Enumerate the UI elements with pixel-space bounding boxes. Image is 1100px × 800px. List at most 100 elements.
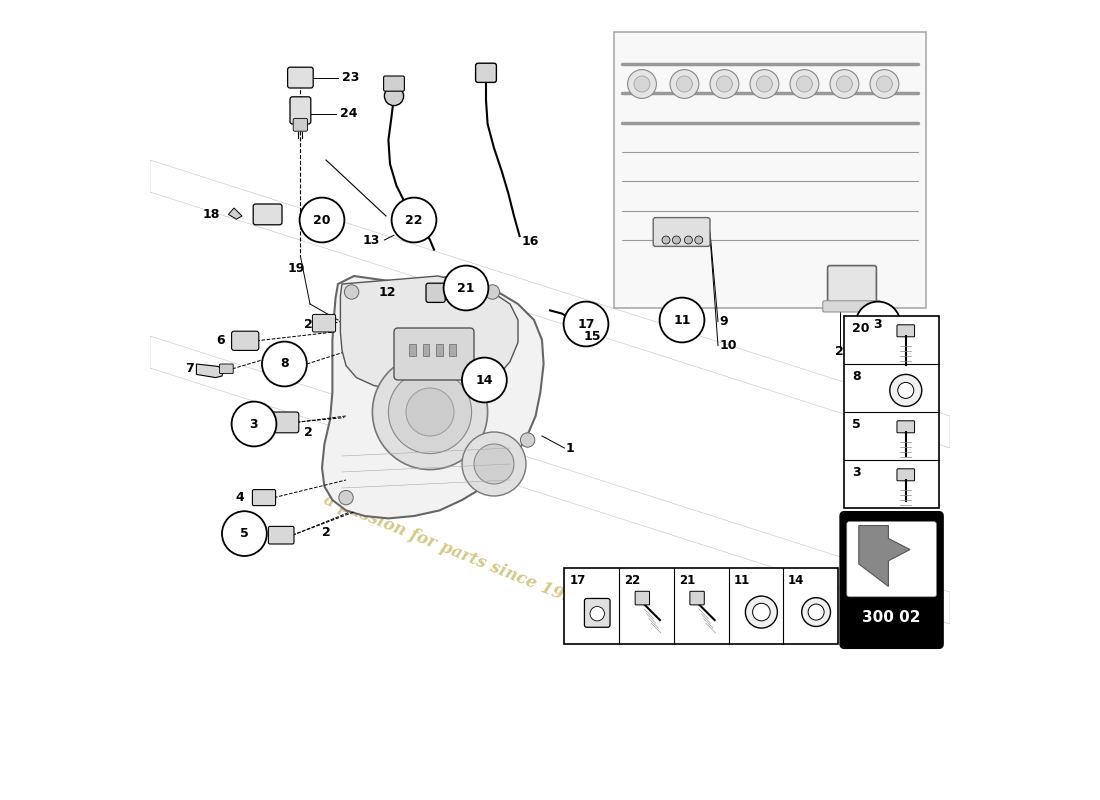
- Circle shape: [456, 278, 475, 298]
- Circle shape: [750, 70, 779, 98]
- Circle shape: [790, 70, 818, 98]
- Text: 1: 1: [566, 442, 574, 454]
- FancyBboxPatch shape: [294, 118, 308, 131]
- Text: 17: 17: [569, 574, 585, 587]
- FancyBboxPatch shape: [252, 490, 276, 506]
- Text: 6: 6: [216, 334, 224, 347]
- Circle shape: [662, 236, 670, 244]
- Text: 2: 2: [305, 318, 314, 330]
- Text: 21: 21: [679, 574, 695, 587]
- Text: 8: 8: [280, 358, 288, 370]
- Circle shape: [373, 354, 487, 470]
- Bar: [449, 344, 455, 356]
- Circle shape: [870, 70, 899, 98]
- Circle shape: [710, 70, 739, 98]
- Circle shape: [898, 382, 914, 398]
- FancyBboxPatch shape: [220, 364, 233, 374]
- FancyBboxPatch shape: [426, 283, 446, 302]
- Bar: [409, 344, 416, 356]
- Text: 3: 3: [873, 318, 882, 330]
- Circle shape: [443, 266, 488, 310]
- Text: 11: 11: [734, 574, 749, 587]
- Circle shape: [877, 76, 892, 92]
- Text: 20: 20: [314, 214, 331, 226]
- Circle shape: [836, 76, 852, 92]
- Text: a passion for parts since 1994: a passion for parts since 1994: [321, 491, 587, 613]
- Polygon shape: [197, 364, 223, 378]
- Circle shape: [660, 298, 704, 342]
- Circle shape: [752, 603, 770, 621]
- Circle shape: [388, 370, 472, 454]
- Text: 15: 15: [584, 330, 601, 342]
- Circle shape: [830, 70, 859, 98]
- FancyBboxPatch shape: [827, 266, 877, 306]
- Circle shape: [392, 198, 437, 242]
- FancyBboxPatch shape: [584, 598, 610, 627]
- Text: 2: 2: [305, 426, 314, 438]
- FancyBboxPatch shape: [847, 522, 936, 597]
- Circle shape: [590, 606, 604, 621]
- Text: 19: 19: [288, 262, 305, 274]
- Circle shape: [670, 70, 698, 98]
- FancyBboxPatch shape: [896, 469, 914, 481]
- Polygon shape: [229, 208, 242, 219]
- FancyBboxPatch shape: [896, 421, 914, 433]
- Circle shape: [716, 76, 733, 92]
- Circle shape: [890, 374, 922, 406]
- FancyBboxPatch shape: [268, 526, 294, 544]
- Circle shape: [485, 285, 499, 299]
- Circle shape: [684, 236, 692, 244]
- Circle shape: [462, 358, 507, 402]
- Text: 21: 21: [458, 282, 475, 294]
- Polygon shape: [859, 526, 910, 586]
- Text: 7: 7: [185, 362, 194, 374]
- FancyBboxPatch shape: [312, 314, 336, 332]
- Circle shape: [406, 388, 454, 436]
- Polygon shape: [150, 160, 950, 448]
- Circle shape: [808, 604, 824, 620]
- Circle shape: [856, 302, 901, 346]
- FancyBboxPatch shape: [653, 218, 710, 246]
- FancyBboxPatch shape: [475, 63, 496, 82]
- FancyBboxPatch shape: [272, 412, 299, 433]
- Circle shape: [344, 285, 359, 299]
- Circle shape: [796, 76, 813, 92]
- Circle shape: [634, 76, 650, 92]
- Circle shape: [384, 86, 404, 106]
- FancyBboxPatch shape: [690, 591, 704, 605]
- Circle shape: [563, 302, 608, 346]
- FancyBboxPatch shape: [896, 325, 914, 337]
- Text: 300 02: 300 02: [862, 610, 921, 625]
- Polygon shape: [322, 276, 543, 518]
- Text: 20: 20: [852, 322, 870, 334]
- Text: 8: 8: [852, 370, 861, 382]
- FancyBboxPatch shape: [614, 32, 926, 308]
- Circle shape: [672, 236, 681, 244]
- Circle shape: [802, 598, 830, 626]
- Circle shape: [676, 76, 692, 92]
- FancyBboxPatch shape: [564, 568, 838, 644]
- Text: 22: 22: [624, 574, 640, 587]
- Text: 9: 9: [719, 315, 728, 328]
- Bar: [437, 344, 443, 356]
- FancyBboxPatch shape: [845, 316, 938, 508]
- Text: 17: 17: [578, 318, 595, 330]
- Text: 16: 16: [522, 235, 539, 248]
- Polygon shape: [340, 276, 518, 392]
- FancyBboxPatch shape: [840, 512, 943, 648]
- Circle shape: [262, 342, 307, 386]
- FancyBboxPatch shape: [384, 76, 405, 91]
- Text: 13: 13: [363, 234, 381, 246]
- FancyBboxPatch shape: [635, 591, 650, 605]
- Text: 2: 2: [835, 346, 844, 358]
- Text: 11: 11: [673, 314, 691, 326]
- Text: 10: 10: [719, 339, 737, 352]
- Text: 5: 5: [240, 527, 249, 540]
- FancyBboxPatch shape: [253, 204, 282, 225]
- Text: 12: 12: [378, 286, 396, 299]
- Text: 18: 18: [204, 208, 220, 221]
- FancyBboxPatch shape: [394, 328, 474, 380]
- Circle shape: [628, 70, 657, 98]
- Text: 4: 4: [235, 491, 244, 504]
- Text: 14: 14: [475, 374, 493, 386]
